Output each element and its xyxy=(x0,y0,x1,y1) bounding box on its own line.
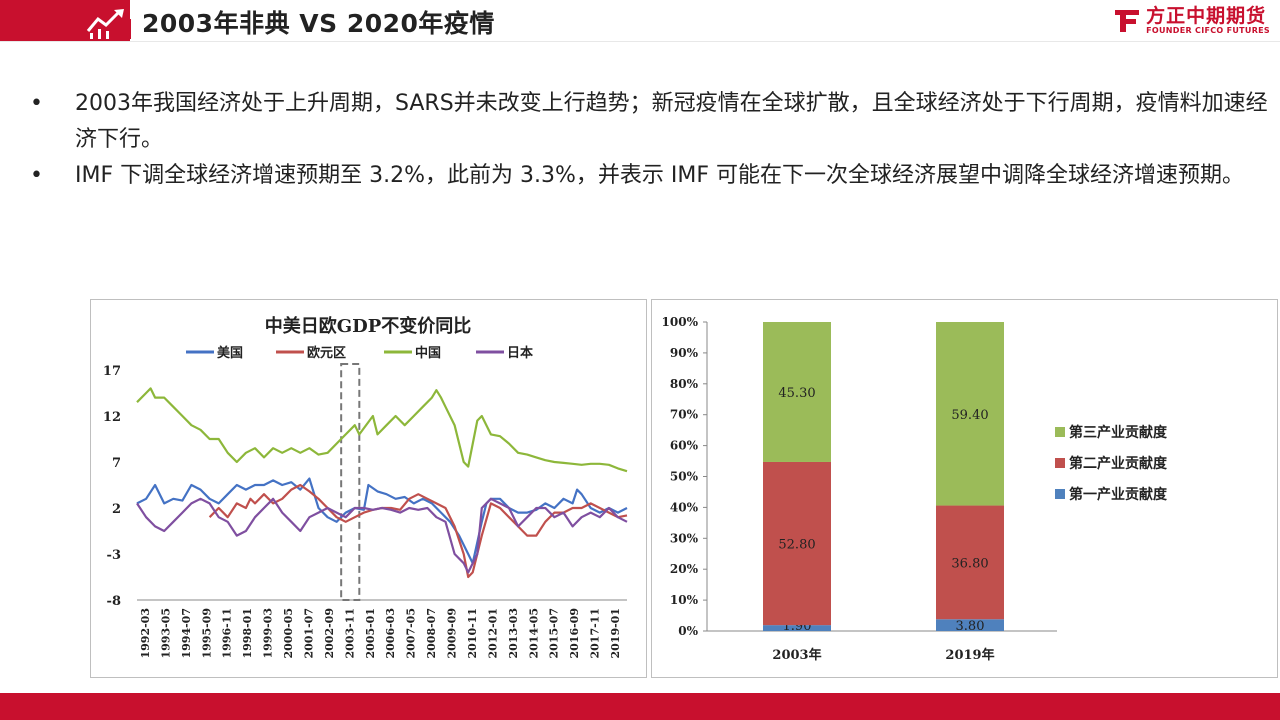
y-tick-label: 50% xyxy=(670,470,699,484)
x-tick-label: 2010-11 xyxy=(466,608,479,659)
x-tick-label: 2017-11 xyxy=(589,608,602,659)
series-line xyxy=(208,483,628,579)
contribution-chart-panel: 100% 90% 80% 70% 60% 50% 40% 30% 20% 10% 0% 1.90 52.… xyxy=(651,299,1278,678)
y-tick-label: 90% xyxy=(670,346,699,360)
y-tick-label: 80% xyxy=(670,377,699,391)
y-tick-label: 17 xyxy=(103,364,121,379)
x-tick-label: 1993-05 xyxy=(159,608,172,659)
bullet-marker: • xyxy=(30,163,43,188)
y-tick-label: 100% xyxy=(662,315,699,329)
bar-segment xyxy=(936,619,1004,631)
x-tick-label: 1996-11 xyxy=(221,608,234,659)
x-tick-label: 1995-09 xyxy=(200,608,213,659)
data-label: 3.80 xyxy=(956,619,985,634)
legend-swatch xyxy=(1055,458,1065,468)
y-tick-label: 60% xyxy=(670,439,699,453)
y-tick-label: 0% xyxy=(678,624,698,638)
x-tick-label: 2002-09 xyxy=(323,608,336,659)
x-tick-label: 2006-03 xyxy=(384,608,397,659)
contribution-bar-chart: 100%90%80%70%60%50%40%30%20%10%0% 1.9052.… xyxy=(662,315,1168,663)
legend-label: 日本 xyxy=(507,345,533,361)
bullet-text: IMF 下调全球经济增速预期至 3.2%，此前为 3.3%，并表示 IMF 可能… xyxy=(75,163,1245,188)
bar-segment xyxy=(763,322,831,462)
legend-swatch xyxy=(1055,489,1065,499)
x-tick-label: 2013-03 xyxy=(507,608,520,659)
y-tick-label: 12 xyxy=(103,410,121,425)
y-tick-label: 30% xyxy=(670,531,699,545)
bar-segment xyxy=(936,322,1004,506)
data-label: 45.30 xyxy=(778,386,815,401)
x-tick-label: 2007-05 xyxy=(405,608,418,659)
data-label: 59.40 xyxy=(951,408,988,423)
x-tick-label: 1994-07 xyxy=(180,608,193,659)
y-tick-label: 10% xyxy=(670,593,699,607)
header-divider xyxy=(0,41,1280,42)
legend-label: 欧元区 xyxy=(307,345,346,361)
data-label: 52.80 xyxy=(778,538,815,553)
x-tick-label: 2003-11 xyxy=(343,608,356,659)
y-tick-label: 40% xyxy=(670,500,699,514)
growth-chart-icon xyxy=(86,9,131,39)
brand-logo: 方正中期期货 FOUNDER CIFCO FUTURES xyxy=(1112,6,1270,36)
x-tick-label: 2019-01 xyxy=(609,608,622,659)
x-tick-label: 2003年 xyxy=(772,647,821,663)
x-tick-label: 2008-07 xyxy=(425,608,438,659)
legend-swatch xyxy=(1055,427,1065,437)
x-tick-label: 2016-09 xyxy=(568,608,581,659)
series-line xyxy=(136,387,628,473)
x-tick-label: 2019年 xyxy=(945,647,994,663)
header: 2003年非典 VS 2020年疫情 xyxy=(84,2,495,42)
x-tick-label: 2014-05 xyxy=(527,608,540,659)
bar-segment xyxy=(763,625,831,631)
bar-segment xyxy=(936,505,1004,620)
x-tick-label: 1992-03 xyxy=(139,608,152,659)
y-tick-label: 20% xyxy=(670,562,699,576)
footer-bar xyxy=(0,693,1280,720)
series-line xyxy=(136,497,628,574)
bullet-item: • IMF 下调全球经济增速预期至 3.2%，此前为 3.3%，并表示 IMF … xyxy=(30,158,1270,194)
y-tick-label: 70% xyxy=(670,408,699,422)
bar-segment xyxy=(763,461,831,626)
x-tick-label: 2001-07 xyxy=(302,608,315,659)
legend-label: 美国 xyxy=(217,345,243,361)
x-tick-label: 2005-01 xyxy=(364,608,377,659)
brand-name-en: FOUNDER CIFCO FUTURES xyxy=(1146,26,1270,35)
legend-label: 中国 xyxy=(415,345,441,361)
sars-highlight-box xyxy=(340,363,361,601)
y-tick-label: -3 xyxy=(107,548,121,563)
gdp-chart-panel: 中美日欧GDP不变价同比美国 欧元区 中国 日本 17 12 7 2 -3 -8 1992-03 19… xyxy=(90,299,647,678)
legend-label: 第二产业贡献度 xyxy=(1069,455,1168,472)
legend-label: 第一产业贡献度 xyxy=(1069,486,1168,503)
legend-label: 第三产业贡献度 xyxy=(1069,424,1168,441)
bullet-marker: • xyxy=(30,91,43,116)
bullet-list: • 2003年我国经济处于上升周期，SARS并未改变上行趋势；新冠疫情在全球扩散… xyxy=(30,86,1270,194)
x-tick-label: 2012-01 xyxy=(486,608,499,659)
brand-name-cn: 方正中期期货 xyxy=(1146,5,1267,27)
bullet-text: 2003年我国经济处于上升周期，SARS并未改变上行趋势；新冠疫情在全球扩散，且… xyxy=(75,91,1268,152)
data-label: 36.80 xyxy=(951,556,988,571)
x-tick-label: 2009-09 xyxy=(446,608,459,659)
x-tick-label: 1998-01 xyxy=(241,608,254,659)
y-tick-label: 7 xyxy=(112,456,121,471)
x-tick-label: 2015-07 xyxy=(548,608,561,659)
page-title: 2003年非典 VS 2020年疫情 xyxy=(142,9,495,38)
chart-title: 中美日欧GDP不变价同比 xyxy=(265,315,472,337)
y-tick-label: -8 xyxy=(107,594,121,609)
series-line xyxy=(136,477,628,565)
x-tick-label: 2000-05 xyxy=(282,608,295,659)
y-tick-label: 2 xyxy=(112,502,121,517)
brand-logo-icon xyxy=(1115,10,1140,32)
x-tick-label: 1999-03 xyxy=(262,608,275,659)
bullet-item: • 2003年我国经济处于上升周期，SARS并未改变上行趋势；新冠疫情在全球扩散… xyxy=(30,86,1270,158)
